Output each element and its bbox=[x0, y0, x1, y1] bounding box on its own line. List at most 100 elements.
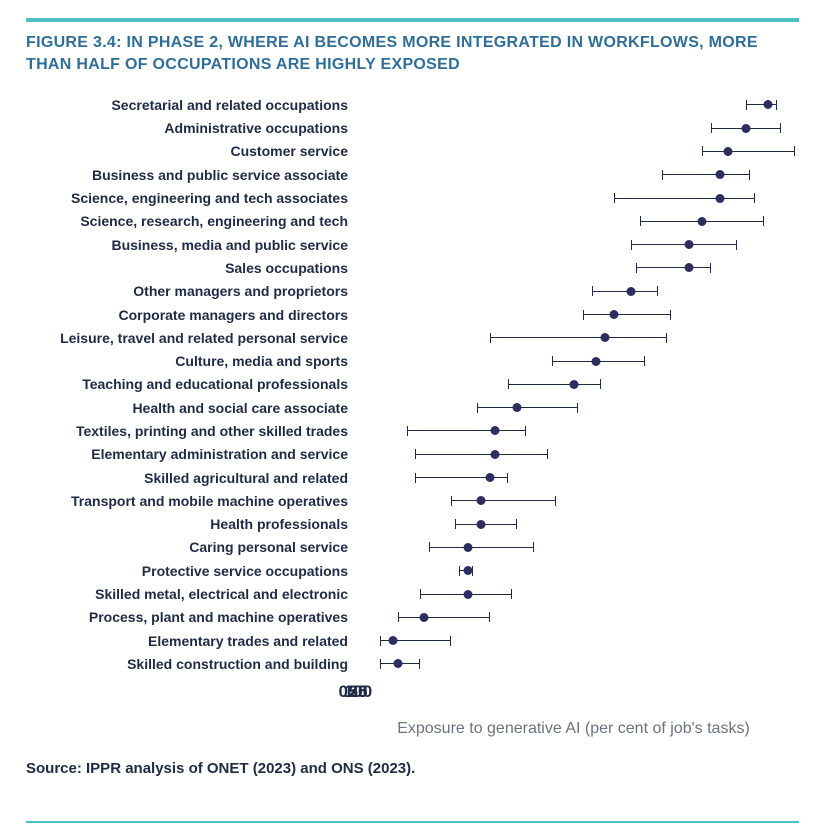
chart-row: Teaching and educational professionals bbox=[26, 373, 799, 396]
error-bar-cap-low bbox=[429, 542, 430, 552]
row-label: Skilled agricultural and related bbox=[26, 470, 358, 486]
chart-row: Protective service occupations bbox=[26, 559, 799, 582]
row-label: Health and social care associate bbox=[26, 400, 358, 416]
error-bar-cap-low bbox=[592, 286, 593, 296]
row-plot bbox=[358, 163, 799, 186]
chart-row: Caring personal service bbox=[26, 536, 799, 559]
row-plot bbox=[358, 582, 799, 605]
row-plot bbox=[358, 396, 799, 419]
error-bar-cap-low bbox=[380, 636, 381, 646]
row-plot bbox=[358, 349, 799, 372]
error-bar-cap-low bbox=[490, 333, 491, 343]
row-label: Business, media and public service bbox=[26, 237, 358, 253]
error-bar-cap-low bbox=[631, 240, 632, 250]
top-rule bbox=[26, 18, 799, 22]
row-plot bbox=[358, 536, 799, 559]
error-bar-cap-high bbox=[657, 286, 658, 296]
row-plot bbox=[358, 652, 799, 675]
point-marker bbox=[600, 333, 609, 342]
point-marker bbox=[724, 147, 733, 156]
error-bar-cap-high bbox=[794, 146, 795, 156]
row-plot bbox=[358, 256, 799, 279]
chart-row: Health professionals bbox=[26, 513, 799, 536]
row-label: Transport and mobile machine operatives bbox=[26, 493, 358, 509]
row-plot bbox=[358, 116, 799, 139]
error-bar-line bbox=[583, 314, 671, 315]
error-bar-cap-high bbox=[577, 403, 578, 413]
error-bar-cap-high bbox=[450, 636, 451, 646]
chart-row: Customer service bbox=[26, 140, 799, 163]
point-marker bbox=[389, 636, 398, 645]
error-bar-cap-low bbox=[415, 449, 416, 459]
row-label: Textiles, printing and other skilled tra… bbox=[26, 423, 358, 439]
row-label: Science, engineering and tech associates bbox=[26, 190, 358, 206]
error-bar-line bbox=[592, 291, 658, 292]
chart-rows: Secretarial and related occupationsAdmin… bbox=[26, 93, 799, 675]
error-bar-cap-high bbox=[763, 216, 764, 226]
row-plot bbox=[358, 629, 799, 652]
error-bar-cap-low bbox=[407, 426, 408, 436]
error-bar-line bbox=[451, 500, 557, 501]
error-bar-cap-high bbox=[754, 193, 755, 203]
error-bar-cap-low bbox=[508, 379, 509, 389]
row-plot bbox=[358, 489, 799, 512]
error-bar-cap-low bbox=[415, 473, 416, 483]
chart-row: Science, research, engineering and tech bbox=[26, 210, 799, 233]
error-bar-line bbox=[490, 337, 666, 338]
error-bar-cap-high bbox=[489, 612, 490, 622]
chart-row: Corporate managers and directors bbox=[26, 303, 799, 326]
error-bar-line bbox=[636, 267, 711, 268]
error-bar-cap-high bbox=[533, 542, 534, 552]
row-label: Elementary administration and service bbox=[26, 446, 358, 462]
chart-row: Secretarial and related occupations bbox=[26, 93, 799, 116]
chart-row: Leisure, travel and related personal ser… bbox=[26, 326, 799, 349]
error-bar-line bbox=[702, 151, 795, 152]
point-marker bbox=[684, 263, 693, 272]
row-label: Customer service bbox=[26, 143, 358, 159]
error-bar-cap-high bbox=[736, 240, 737, 250]
error-bar-cap-low bbox=[662, 170, 663, 180]
error-bar-cap-low bbox=[477, 403, 478, 413]
chart-row: Sales occupations bbox=[26, 256, 799, 279]
error-bar-cap-high bbox=[511, 589, 512, 599]
row-plot bbox=[358, 326, 799, 349]
point-marker bbox=[742, 124, 751, 133]
error-bar-cap-high bbox=[644, 356, 645, 366]
chart-row: Textiles, printing and other skilled tra… bbox=[26, 419, 799, 442]
chart-row: Science, engineering and tech associates bbox=[26, 186, 799, 209]
chart-row: Other managers and proprietors bbox=[26, 280, 799, 303]
error-bar-cap-high bbox=[749, 170, 750, 180]
point-marker bbox=[627, 287, 636, 296]
point-marker bbox=[477, 496, 486, 505]
error-bar-cap-high bbox=[555, 496, 556, 506]
row-plot bbox=[358, 559, 799, 582]
row-plot bbox=[358, 93, 799, 116]
figure-container: FIGURE 3.4: IN PHASE 2, WHERE AI BECOMES… bbox=[0, 0, 825, 837]
point-marker bbox=[464, 566, 473, 575]
point-marker bbox=[464, 590, 473, 599]
error-bar-line bbox=[415, 454, 547, 455]
error-bar-cap-low bbox=[380, 659, 381, 669]
error-bar-line bbox=[398, 617, 491, 618]
error-bar-cap-low bbox=[398, 612, 399, 622]
row-label: Business and public service associate bbox=[26, 167, 358, 183]
x-axis: 0 255075100 bbox=[26, 682, 799, 712]
error-bar-line bbox=[508, 384, 601, 385]
error-bar-line bbox=[429, 547, 535, 548]
x-axis-label: Exposure to generative AI (per cent of j… bbox=[348, 720, 799, 738]
chart: Secretarial and related occupationsAdmin… bbox=[26, 93, 799, 737]
row-label: Caring personal service bbox=[26, 539, 358, 555]
chart-row: Business and public service associate bbox=[26, 163, 799, 186]
row-label: Elementary trades and related bbox=[26, 633, 358, 649]
row-label: Science, research, engineering and tech bbox=[26, 213, 358, 229]
error-bar-cap-low bbox=[636, 263, 637, 273]
point-marker bbox=[592, 357, 601, 366]
chart-row: Elementary trades and related bbox=[26, 629, 799, 652]
row-label: Sales occupations bbox=[26, 260, 358, 276]
row-label: Skilled construction and building bbox=[26, 656, 358, 672]
row-plot bbox=[358, 513, 799, 536]
row-plot bbox=[358, 606, 799, 629]
point-marker bbox=[490, 426, 499, 435]
point-marker bbox=[477, 520, 486, 529]
chart-row: Transport and mobile machine operatives bbox=[26, 489, 799, 512]
